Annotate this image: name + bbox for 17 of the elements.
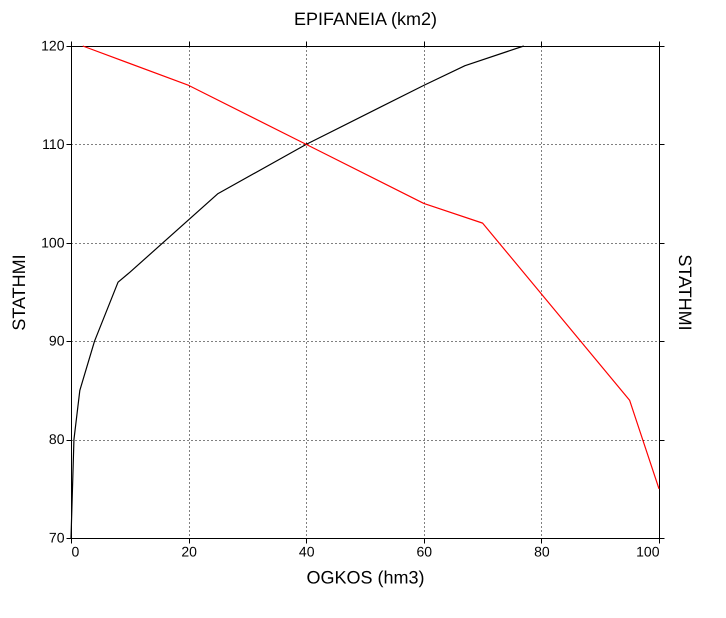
y-tick-label: 100 <box>41 234 65 250</box>
y2-axis-title: STATHMI <box>675 254 695 331</box>
x2-axis-title: EPIFANEIA (km2) <box>294 9 438 29</box>
x-tick-label: 0 <box>72 544 80 560</box>
x-tick-label: 100 <box>636 544 660 560</box>
y-tick-label: 110 <box>42 136 65 152</box>
x-axis-title: OGKOS (hm3) <box>306 568 425 588</box>
y-tick-label: 120 <box>41 38 65 54</box>
x-tick-label: 20 <box>181 544 198 560</box>
y-axis-title: STATHMI <box>9 254 30 331</box>
x-tick-label: 40 <box>298 544 315 560</box>
line-series <box>82 45 660 490</box>
y-tick-label: 90 <box>48 332 65 349</box>
x-tick-label: 80 <box>534 544 550 560</box>
y-tick-label: 70 <box>48 530 65 546</box>
y-tick-label: 80 <box>48 431 65 448</box>
x-tick-label: 60 <box>416 544 432 560</box>
